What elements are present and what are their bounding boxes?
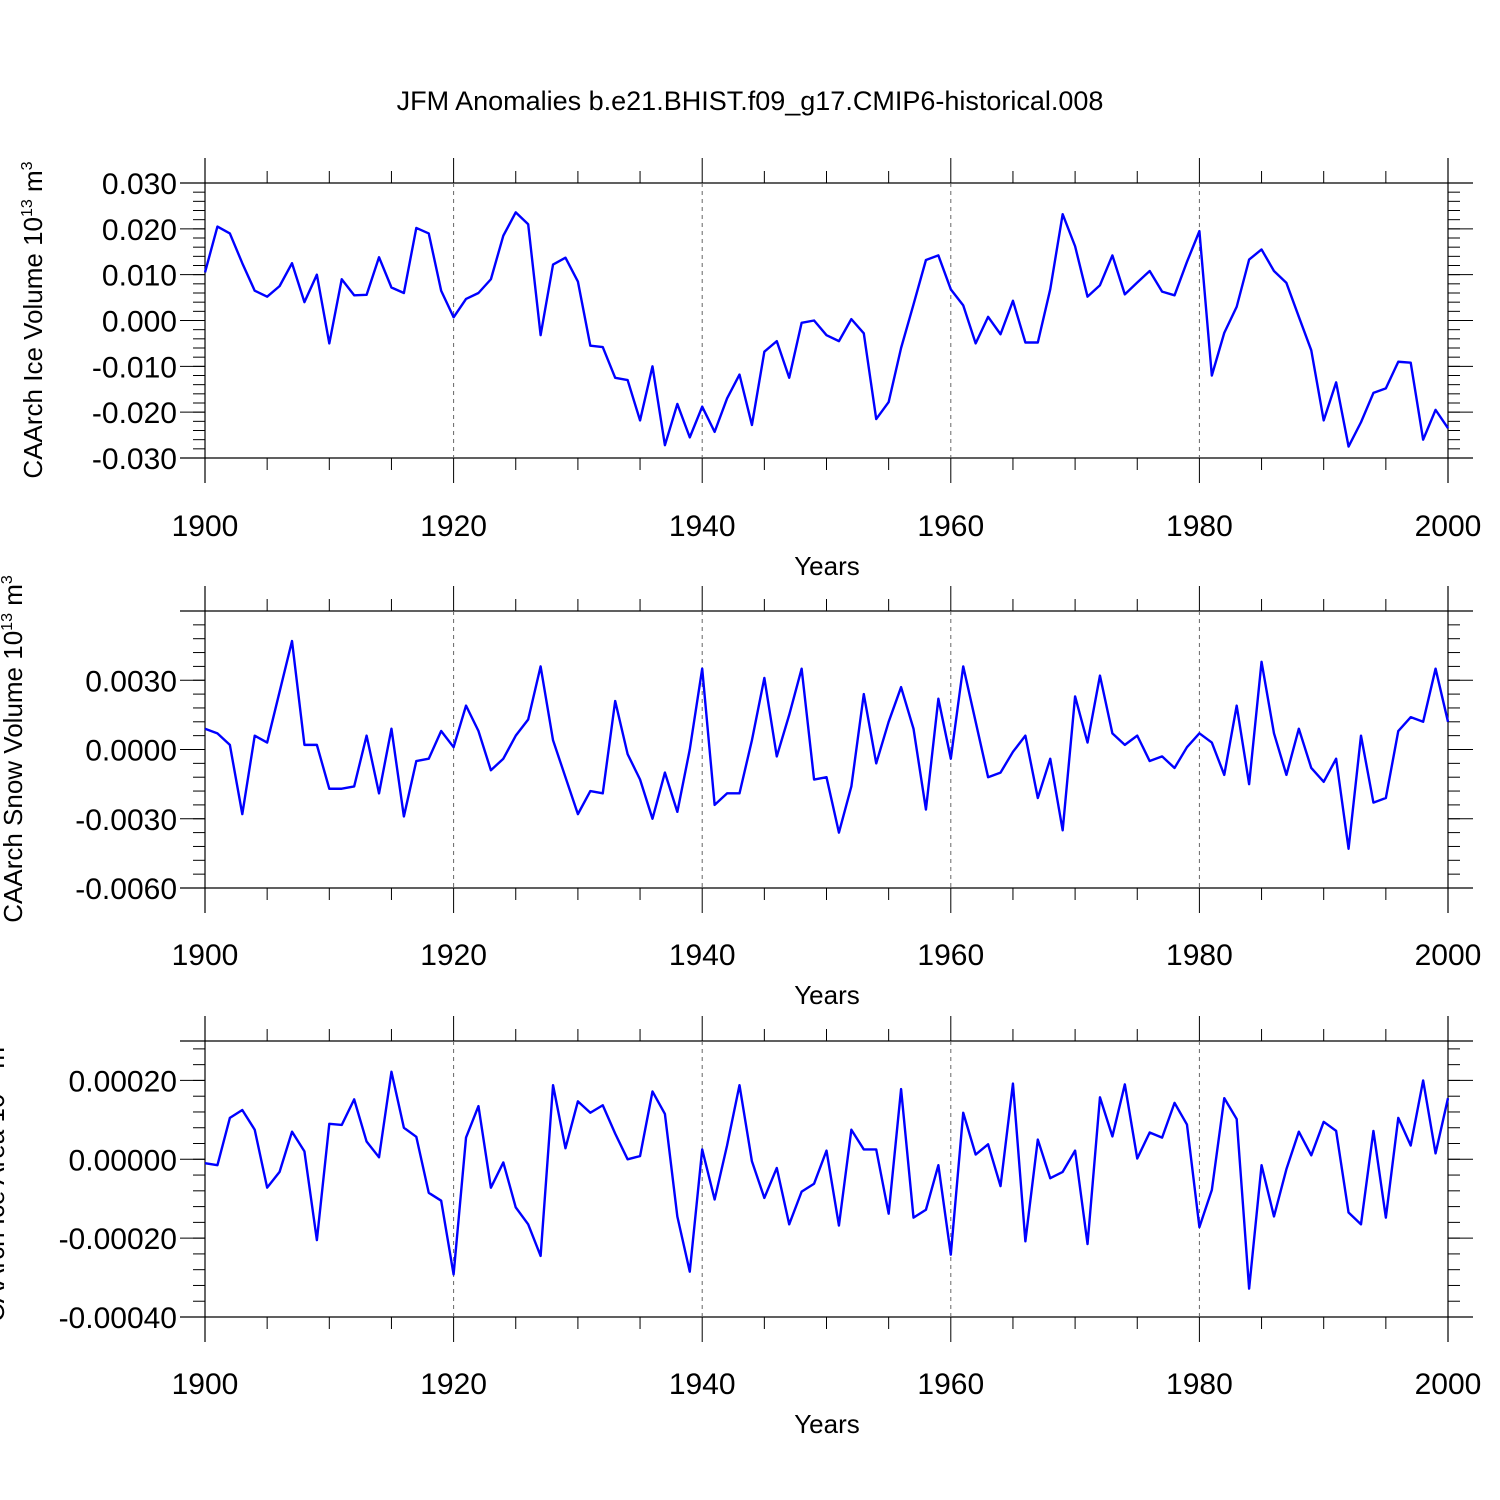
panel-3: 1900 1920 1940 1960 1980 2000 -0.00040 -0.00020… [0,1016,1481,1439]
y-tick-label: -0.0030 [75,804,177,837]
x-axis-title: Years [794,1409,860,1439]
x-tick-label: 1980 [1166,1368,1233,1401]
x-tick-label: 2000 [1415,1368,1482,1401]
y-tick-label: -0.030 [92,443,177,476]
data-series-line [204,211,1449,448]
y-tick-label: 0.000 [102,306,177,339]
x-tick-label: 2000 [1415,510,1482,543]
y-tick-label: -0.00020 [59,1223,177,1256]
y-axis-title: CAArch Snow Volume 1013 m3 [0,575,28,923]
y-tick-label: 0.020 [102,214,177,247]
x-tick-label: 1960 [917,939,984,972]
x-tick-label: 2000 [1415,939,1482,972]
x-tick-label: 1940 [669,939,736,972]
x-tick-label: 1980 [1166,939,1233,972]
y-tick-label: 0.00020 [69,1065,177,1098]
x-axis-title: Years [794,980,860,1010]
y-tick-label: -0.010 [92,351,177,384]
y-tick-label: 0.010 [102,260,177,293]
x-tick-label: 1940 [669,1368,736,1401]
x-tick-label: 1960 [917,510,984,543]
panel-2: 1900 1920 1940 1960 1980 2000 -0.0060 -0.0030 0.… [0,575,1481,1010]
panel-1: 1900 1920 1940 1960 1980 2000 -0.030 -0.020 -0.0… [18,158,1481,581]
chart-panels: 1900 1920 1940 1960 1980 2000 -0.030 -0.020 -0.0… [0,158,1481,1439]
x-tick-label: 1900 [172,1368,239,1401]
x-tick-label: 1900 [172,510,239,543]
x-tick-label: 1940 [669,510,736,543]
y-tick-label: 0.0000 [85,735,177,768]
x-axis-title: Years [794,551,860,581]
x-tick-label: 1960 [917,1368,984,1401]
y-tick-label: 0.030 [102,168,177,201]
x-tick-label: 1900 [172,939,239,972]
chart-title: JFM Anomalies b.e21.BHIST.f09_g17.CMIP6-… [397,86,1104,116]
y-tick-label: -0.0060 [75,873,177,906]
data-series-line [204,1070,1449,1290]
y-tick-label: -0.00040 [59,1302,177,1335]
y-axis-title: CAArch Ice Area 1013 m2 [0,1038,10,1322]
data-series-line [204,639,1449,850]
y-tick-label: 0.0030 [85,665,177,698]
x-tick-label: 1920 [420,510,487,543]
y-tick-label: -0.020 [92,397,177,430]
x-tick-label: 1920 [420,1368,487,1401]
y-tick-label: 0.00000 [69,1144,177,1177]
x-tick-label: 1980 [1166,510,1233,543]
x-tick-label: 1920 [420,939,487,972]
y-axis-title: CAArch Ice Volume 1013 m3 [18,161,48,478]
